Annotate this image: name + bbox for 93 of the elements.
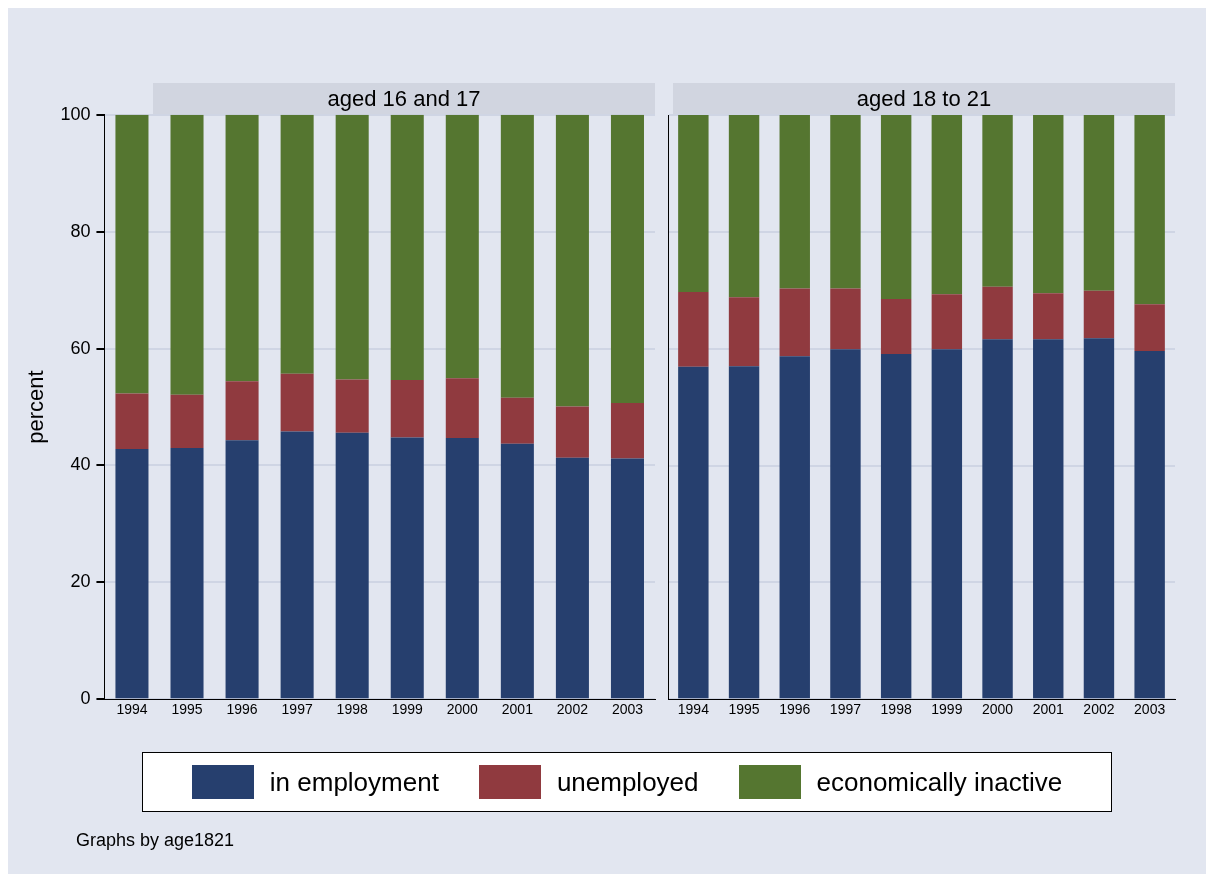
bar bbox=[728, 366, 760, 699]
bar bbox=[390, 380, 424, 438]
bar bbox=[1033, 115, 1064, 294]
bar bbox=[931, 349, 963, 699]
x-tick-label: 1998 bbox=[336, 701, 368, 718]
bar bbox=[1033, 293, 1064, 340]
bar bbox=[445, 114, 479, 379]
x-tick-label: 1994 bbox=[116, 701, 148, 718]
y-tick-label: 60 bbox=[70, 337, 91, 358]
bar bbox=[678, 115, 709, 293]
chart-title: aged 18 to 21 bbox=[673, 83, 1175, 115]
bar bbox=[830, 115, 861, 289]
y-tick-label: 100 bbox=[60, 103, 91, 124]
bar bbox=[335, 379, 369, 433]
bar bbox=[335, 432, 369, 699]
x-tick-label: 1995 bbox=[728, 701, 760, 718]
legend-label: economically inactive bbox=[816, 766, 1063, 798]
bar bbox=[610, 114, 644, 403]
bar bbox=[982, 286, 1013, 340]
x-tick-label: 2000 bbox=[446, 701, 479, 718]
x-tick-label: 1996 bbox=[779, 701, 811, 718]
legend-label: in employment bbox=[269, 766, 439, 798]
bar bbox=[555, 457, 589, 699]
y-tick-label: 0 bbox=[80, 688, 91, 709]
bar bbox=[1083, 290, 1115, 339]
x-tick-label: 2001 bbox=[501, 701, 534, 718]
bar bbox=[500, 397, 534, 444]
bar bbox=[880, 299, 912, 354]
bar bbox=[555, 114, 589, 407]
bar bbox=[830, 349, 861, 699]
bar bbox=[170, 114, 204, 395]
bar bbox=[728, 115, 760, 298]
bar bbox=[1134, 304, 1165, 352]
bar bbox=[982, 115, 1013, 287]
bar bbox=[1033, 339, 1064, 699]
bar bbox=[225, 440, 259, 699]
x-tick-label: 2002 bbox=[556, 701, 589, 718]
bar bbox=[779, 288, 810, 357]
x-tick-label: 1998 bbox=[880, 701, 912, 718]
bar bbox=[880, 353, 912, 699]
bar bbox=[115, 114, 149, 394]
text: Graphs by age1821 bbox=[76, 830, 235, 851]
bar bbox=[678, 366, 709, 699]
bar bbox=[500, 114, 534, 398]
bar bbox=[1134, 115, 1165, 305]
bar bbox=[225, 381, 259, 441]
x-tick-label: 1997 bbox=[829, 701, 862, 718]
bar bbox=[880, 115, 912, 300]
x-tick-label: 1997 bbox=[281, 701, 313, 718]
bar bbox=[225, 114, 259, 382]
bar bbox=[115, 393, 149, 450]
bar bbox=[728, 297, 760, 367]
x-tick-label: 2000 bbox=[981, 701, 1014, 718]
bar bbox=[1083, 338, 1115, 699]
x-tick-label: 2002 bbox=[1083, 701, 1115, 718]
bar bbox=[170, 394, 204, 448]
x-tick-label: 2003 bbox=[1134, 701, 1166, 718]
bar bbox=[445, 378, 479, 438]
bar bbox=[335, 114, 369, 380]
bar bbox=[610, 402, 644, 459]
bar bbox=[678, 292, 709, 367]
bar bbox=[280, 373, 314, 432]
bar bbox=[982, 339, 1013, 699]
chart-title: aged 16 and 17 bbox=[153, 83, 655, 115]
bar bbox=[1134, 351, 1165, 699]
bar bbox=[500, 443, 534, 699]
bar bbox=[931, 294, 963, 350]
y-tick-label: 20 bbox=[70, 571, 91, 592]
bar bbox=[115, 449, 149, 699]
y-axis-title: percent bbox=[23, 370, 49, 444]
legend-label: unemployed bbox=[556, 766, 699, 798]
bar bbox=[390, 114, 424, 381]
x-tick-label: 1994 bbox=[677, 701, 710, 718]
y-tick-label: 40 bbox=[70, 454, 91, 475]
bar bbox=[779, 356, 810, 699]
bar bbox=[280, 114, 314, 374]
x-tick-label: 1995 bbox=[171, 701, 203, 718]
x-tick-label: 2003 bbox=[611, 701, 644, 718]
bar bbox=[931, 115, 963, 295]
bar bbox=[170, 447, 204, 699]
x-tick-label: 1999 bbox=[391, 701, 424, 718]
x-tick-label: 2001 bbox=[1032, 701, 1065, 718]
bar bbox=[445, 437, 479, 699]
bar bbox=[280, 431, 314, 699]
bar bbox=[779, 115, 810, 289]
bar bbox=[555, 406, 589, 458]
bar bbox=[390, 437, 424, 699]
x-tick-label: 1996 bbox=[226, 701, 258, 718]
bar bbox=[1083, 115, 1115, 291]
bar bbox=[610, 458, 644, 699]
bar bbox=[830, 288, 861, 350]
x-tick-label: 1999 bbox=[931, 701, 963, 718]
y-tick-label: 80 bbox=[70, 220, 91, 241]
